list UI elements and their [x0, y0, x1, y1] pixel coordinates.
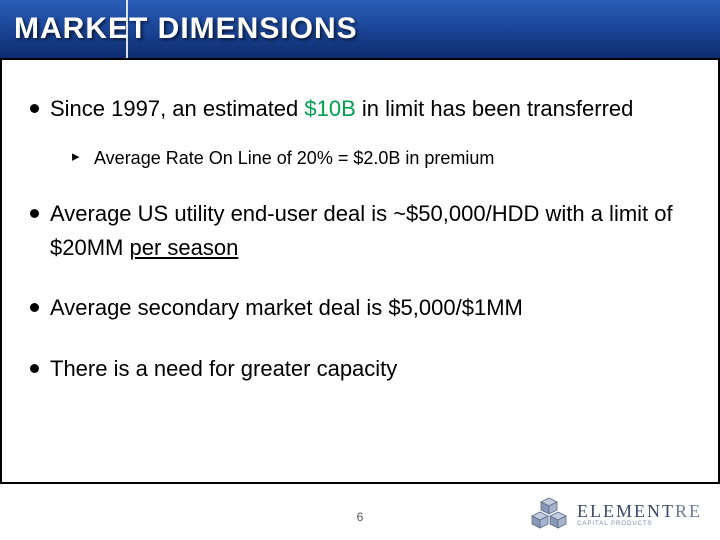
bullet-item: There is a need for greater capacity: [28, 352, 692, 386]
title-part2: DIMENSIONS: [158, 12, 358, 45]
slide-footer: 6 ELEMENTRE CAPITAL PRODUCTS: [0, 484, 720, 540]
logo-cubes-icon: [529, 496, 569, 532]
sub-bullet-item: Average Rate On Line of 20% = $2.0B in p…: [72, 146, 692, 171]
bullet-item: Average US utility end-user deal is ~$50…: [28, 197, 692, 265]
bullet-text-underline: per season: [129, 235, 238, 260]
sub-bullet-text: Average Rate On Line of 20% = $2.0B in p…: [94, 148, 494, 168]
slide-header: MARKET DIMENSIONS: [0, 0, 720, 60]
slide-body: Since 1997, an estimated $10B in limit h…: [0, 60, 720, 484]
sub-bullet-list: Average Rate On Line of 20% = $2.0B in p…: [72, 146, 692, 171]
bullet-item: Since 1997, an estimated $10B in limit h…: [28, 92, 692, 171]
bullet-text-pre: Average secondary market deal is $5,000/…: [50, 295, 523, 320]
slide-title: MARKET DIMENSIONS: [0, 12, 358, 46]
bullet-text-emphasis: $10B: [304, 96, 355, 121]
title-part1: MARKET: [14, 12, 158, 45]
brand-logo: ELEMENTRE CAPITAL PRODUCTS: [529, 496, 702, 532]
bullet-list: Since 1997, an estimated $10B in limit h…: [28, 92, 692, 386]
logo-brand: ELEMENTRE: [577, 501, 702, 521]
logo-tagline: CAPITAL PRODUCTS: [577, 521, 702, 527]
bullet-text-pre: Since 1997, an estimated: [50, 96, 304, 121]
logo-brand-suffix: RE: [675, 501, 702, 521]
page-number: 6: [357, 510, 364, 524]
bullet-text-post: in limit has been transferred: [356, 96, 634, 121]
header-divider: [126, 0, 128, 58]
bullet-text-pre: There is a need for greater capacity: [50, 356, 397, 381]
logo-brand-main: ELEMENT: [577, 501, 675, 521]
logo-text-block: ELEMENTRE CAPITAL PRODUCTS: [577, 501, 702, 527]
bullet-item: Average secondary market deal is $5,000/…: [28, 291, 692, 325]
